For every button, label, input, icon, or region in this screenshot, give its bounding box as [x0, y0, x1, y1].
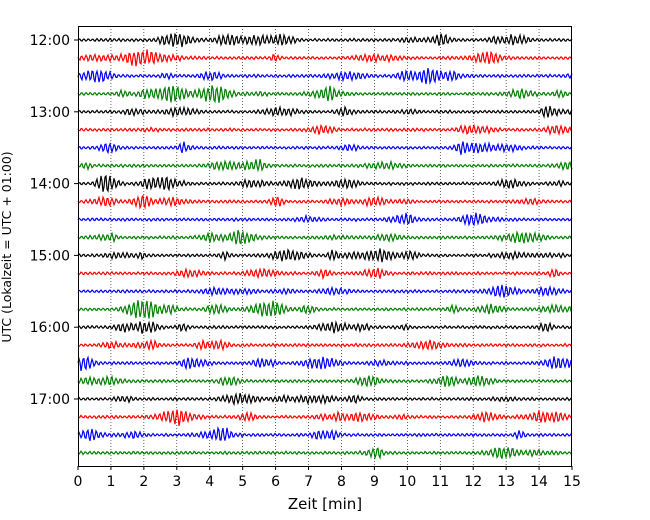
x-tick-label: 8 [337, 474, 346, 490]
trace-line [77, 230, 573, 245]
x-tick-label: 4 [205, 474, 214, 490]
x-axis-ticks: 0 1 2 3 4 5 6 7 8 9 10 11 12 13 14 15 [74, 466, 581, 490]
trace-line [77, 85, 573, 104]
trace-line [77, 409, 573, 427]
y-tick-label: 13:00 [30, 105, 70, 121]
x-tick-label: 5 [238, 474, 247, 490]
x-tick-label: 10 [398, 474, 416, 490]
trace-line [77, 338, 573, 352]
trace-line [77, 426, 573, 442]
trace-line [77, 194, 573, 210]
x-tick-label: 6 [271, 474, 280, 490]
x-tick-label: 14 [530, 474, 548, 490]
y-tick-label: 14:00 [30, 177, 70, 193]
x-axis-label: Zeit [min] [288, 495, 362, 513]
y-tick-label: 17:00 [30, 392, 70, 408]
trace-line [77, 67, 573, 85]
trace-line [77, 159, 573, 173]
trace-line [77, 32, 573, 48]
trace-line [77, 374, 573, 388]
trace-line [77, 392, 573, 407]
x-tick-label: 1 [106, 474, 115, 490]
trace-line [77, 123, 573, 137]
trace-line [77, 284, 573, 299]
x-tick-label: 9 [370, 474, 379, 490]
trace-line [77, 320, 573, 334]
y-tick-label: 15:00 [30, 248, 70, 264]
x-tick-label: 7 [304, 474, 313, 490]
plot-frame [78, 26, 572, 467]
trace-line [77, 266, 573, 281]
y-axis-label: UTC (Lokalzeit = UTC + 01:00) [0, 151, 14, 342]
y-axis-ticks: 12:00 13:00 14:00 15:00 16:00 17:00 [30, 33, 78, 408]
trace-line [77, 141, 573, 155]
grid-lines [110, 26, 540, 466]
x-tick-label: 11 [431, 474, 449, 490]
trace-series [77, 32, 573, 461]
trace-line [77, 49, 573, 67]
y-tick-label: 12:00 [30, 33, 70, 49]
x-tick-label: 12 [464, 474, 482, 490]
y-tick-label: 16:00 [30, 320, 70, 336]
x-tick-label: 2 [139, 474, 148, 490]
trace-line [77, 446, 573, 461]
x-tick-label: 0 [74, 474, 83, 490]
trace-line [77, 104, 573, 119]
x-tick-label: 13 [497, 474, 515, 490]
x-tick-label: 15 [563, 474, 581, 490]
trace-line [77, 174, 573, 193]
trace-line [77, 355, 573, 372]
x-tick-label: 3 [172, 474, 181, 490]
trace-line [77, 212, 573, 227]
trace-line [77, 248, 573, 263]
trace-line [77, 300, 573, 319]
